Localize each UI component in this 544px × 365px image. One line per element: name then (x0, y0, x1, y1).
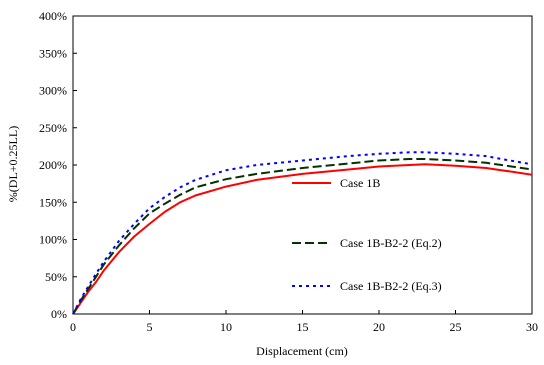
legend-label-2: Case 1B-B2-2 (Eq.2) (340, 236, 442, 250)
series-layer (72, 151, 533, 315)
plot-border (72, 15, 533, 315)
y-tick-label: 200% (39, 158, 67, 172)
y-axis: 0% 50% 100% 150% 200% 250% 300% 350% 400% (39, 9, 77, 321)
x-axis-label: Displacement (cm) (256, 344, 348, 358)
x-tick-label: 30 (526, 320, 538, 334)
x-axis: 0 5 10 15 20 25 30 (70, 310, 538, 334)
y-tick-label: 250% (39, 121, 67, 135)
y-tick-label: 350% (39, 46, 67, 60)
x-tick-label: 5 (147, 320, 153, 334)
x-tick-label: 0 (70, 320, 76, 334)
y-tick-label: 150% (39, 195, 67, 209)
x-tick-label: 25 (450, 320, 462, 334)
y-tick-label: 300% (39, 84, 67, 98)
y-tick-label: 100% (39, 233, 67, 247)
y-tick-label: 400% (39, 9, 67, 23)
y-tick-label: 0% (51, 307, 67, 321)
series-line-1 (72, 163, 533, 315)
x-tick-label: 15 (297, 320, 309, 334)
legend: Case 1B Case 1B-B2-2 (Eq.2) Case 1B-B2-2 (… (292, 176, 442, 293)
y-axis-label: %(DL+0.25LL) (6, 126, 20, 202)
legend-label-1: Case 1B (340, 176, 380, 190)
series-line-2 (72, 158, 533, 315)
x-tick-label: 20 (373, 320, 385, 334)
y-tick-label: 50% (45, 270, 67, 284)
legend-label-3: Case 1B-B2-2 (Eq.3) (340, 279, 442, 293)
plot-area (72, 15, 533, 315)
x-tick-label: 10 (220, 320, 232, 334)
series-line-3 (72, 151, 533, 315)
